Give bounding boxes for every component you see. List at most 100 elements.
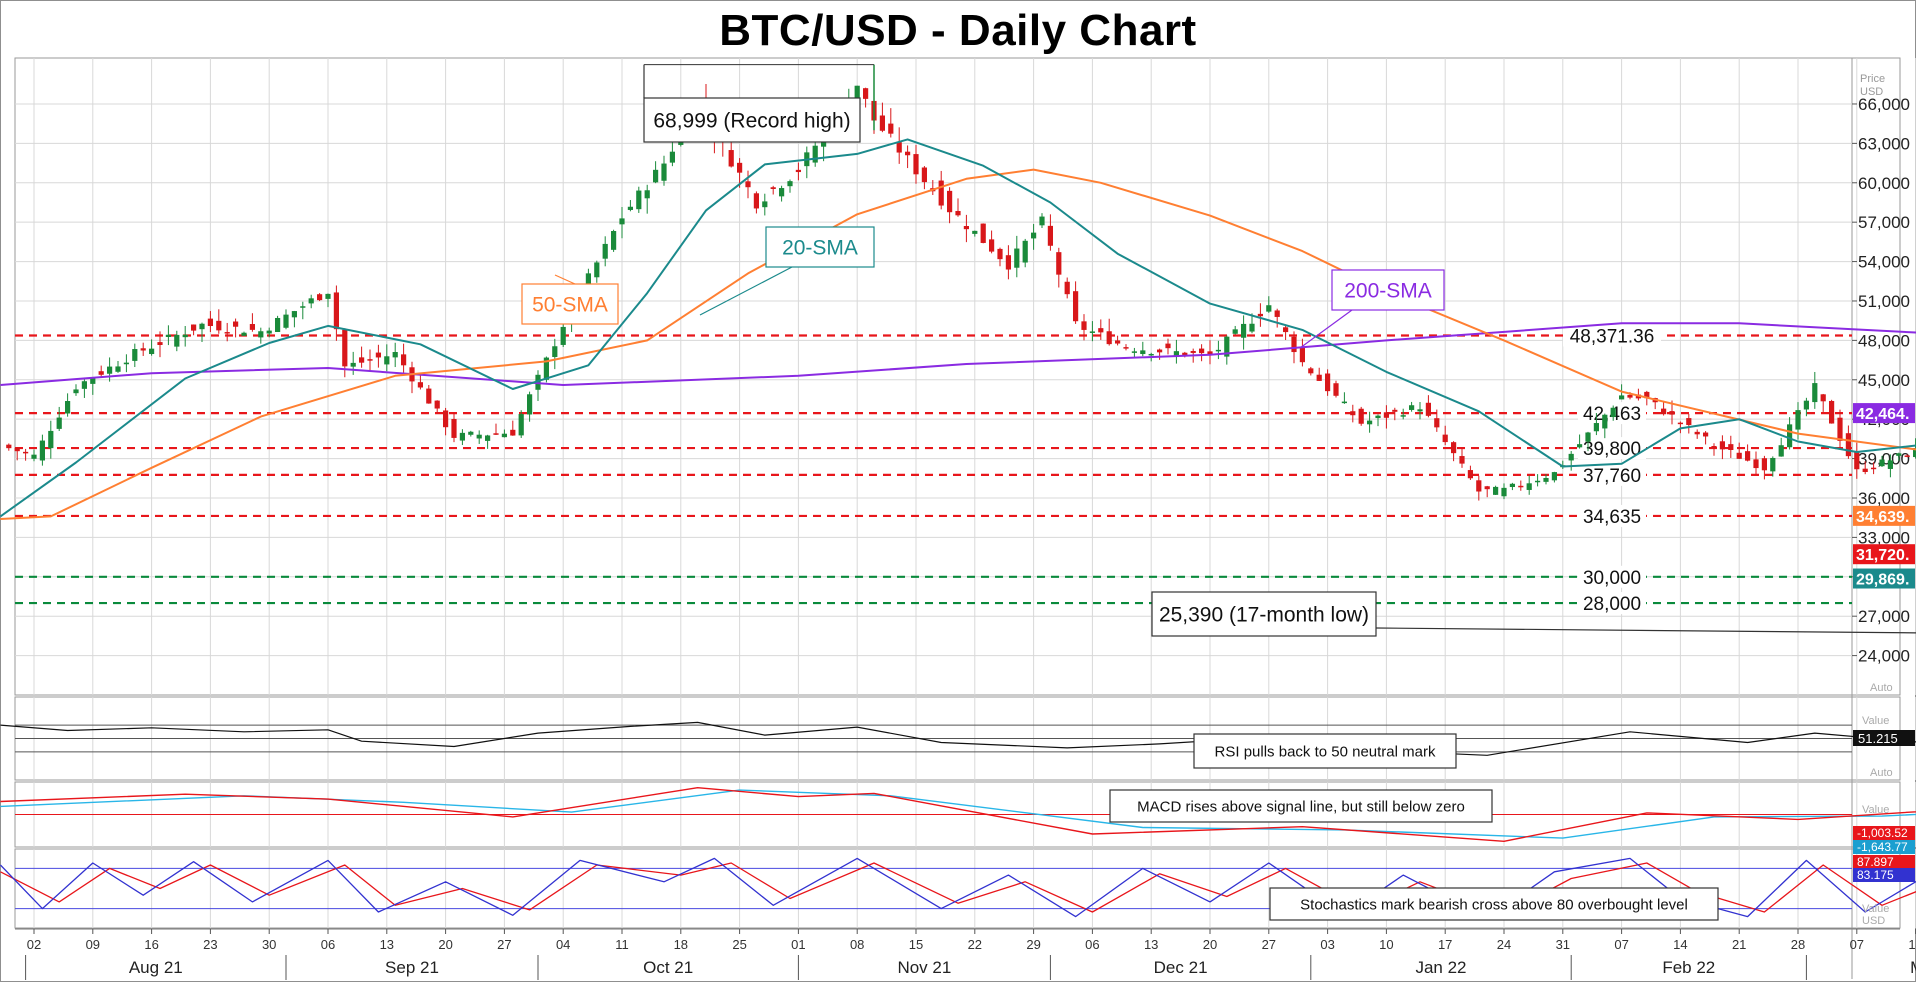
candle-body (359, 357, 365, 363)
candle-body (543, 357, 549, 380)
price-axis-unit: USD (1860, 86, 1883, 98)
candle-body (81, 381, 87, 389)
date-tick-label: 20 (438, 937, 452, 952)
price-tick-label: 51,000 (1858, 292, 1910, 311)
candle-body (384, 356, 390, 365)
candle-body (1073, 291, 1079, 322)
candle-body (905, 151, 911, 156)
candle-body (527, 394, 533, 415)
candle-body (854, 85, 860, 102)
candle-body (1434, 418, 1440, 428)
candle-body (224, 332, 230, 334)
date-tick-label: 11 (615, 937, 629, 952)
price-tick-label: 60,000 (1858, 174, 1910, 193)
candle-body (401, 354, 407, 366)
candle-body (1165, 343, 1171, 349)
rsi-annotation-box (1193, 733, 1457, 769)
date-tick-label: 13 (380, 937, 394, 952)
candle-body (1325, 373, 1331, 392)
candle-body (501, 433, 507, 438)
candle-body (518, 414, 524, 436)
sma50-line (0, 168, 1916, 520)
candle-body (1913, 448, 1916, 458)
candle-body (1795, 410, 1801, 430)
candle-body (627, 206, 633, 210)
candle-body (367, 359, 373, 361)
month-label: Mar 22 (1910, 958, 1916, 977)
candle-body (980, 223, 986, 243)
candle-body (1274, 310, 1280, 317)
candle-body (1568, 453, 1574, 461)
candle-body (1266, 305, 1272, 312)
candle-body (1753, 459, 1759, 469)
candle-body (1904, 455, 1910, 457)
candle-body (123, 362, 129, 365)
price-tick-label: 36,000 (1858, 489, 1910, 508)
candle-body (65, 401, 71, 414)
candle-body (510, 429, 516, 436)
candle-body (1333, 383, 1339, 396)
candle-body (1745, 451, 1751, 461)
level-label-bg (1578, 437, 1646, 460)
sma20-annotation-box (765, 226, 875, 268)
price-axis-label: Price (1860, 73, 1885, 85)
candle-body (552, 346, 558, 358)
candle-body (149, 348, 155, 355)
candle-body (1182, 352, 1188, 356)
candle-body (619, 218, 625, 225)
candle-body (140, 348, 146, 351)
month-label: Oct 21 (643, 958, 693, 977)
low-annotation-box (1151, 591, 1377, 637)
candle-body (1392, 409, 1398, 412)
candle-body (1669, 411, 1675, 415)
date-tick-label: 08 (850, 937, 864, 952)
candle-body (56, 417, 62, 429)
candle-body (31, 454, 37, 459)
candle-body (1215, 349, 1221, 352)
candle-body (14, 447, 20, 452)
candle-body (1199, 348, 1205, 354)
candle-body (879, 115, 885, 131)
date-tick-label: 06 (1085, 937, 1099, 952)
candle-body (1493, 486, 1499, 495)
candle-body (291, 311, 297, 318)
candle-body (636, 190, 642, 210)
sma50-annotation-text: 50-SMA (532, 294, 608, 317)
candle-body (1619, 395, 1625, 400)
candle-body (812, 145, 818, 163)
candle-body (1098, 328, 1104, 333)
candle-body (1509, 483, 1515, 488)
candle-body (1719, 441, 1725, 450)
candle-body (1854, 451, 1860, 470)
candle-body (602, 243, 608, 259)
candle-body (1350, 411, 1356, 416)
macd-value: -1,003.52 (1857, 826, 1908, 840)
candle-body (283, 314, 289, 328)
sma200-line (0, 322, 1916, 386)
candle-body (426, 388, 432, 404)
candle-body (1694, 431, 1700, 435)
macd-axis-label: Value (1862, 804, 1889, 816)
candle-body (216, 320, 222, 331)
candle-body (1031, 232, 1037, 239)
candle-body (1417, 409, 1423, 412)
date-tick-label: 21 (1732, 937, 1746, 952)
candle-body (1677, 422, 1683, 425)
level-label-bg (1578, 565, 1646, 588)
candle-body (23, 451, 29, 454)
candle-body (165, 334, 171, 337)
sma200-annotation-text: 200-SMA (1344, 280, 1432, 303)
candle-body (863, 88, 869, 99)
level-label-bg (1578, 592, 1646, 615)
candle-body (913, 154, 919, 175)
sma20-annotation-text: 20-SMA (782, 237, 858, 260)
month-label: Dec 21 (1154, 958, 1208, 977)
level-label: 37,760 (1583, 466, 1641, 487)
stoch-axis-unit: USD (1862, 915, 1885, 927)
candle-body (48, 430, 54, 449)
macd-value-bg (1853, 826, 1915, 840)
price-tag-bg (1853, 505, 1915, 526)
candle-body (955, 210, 961, 216)
